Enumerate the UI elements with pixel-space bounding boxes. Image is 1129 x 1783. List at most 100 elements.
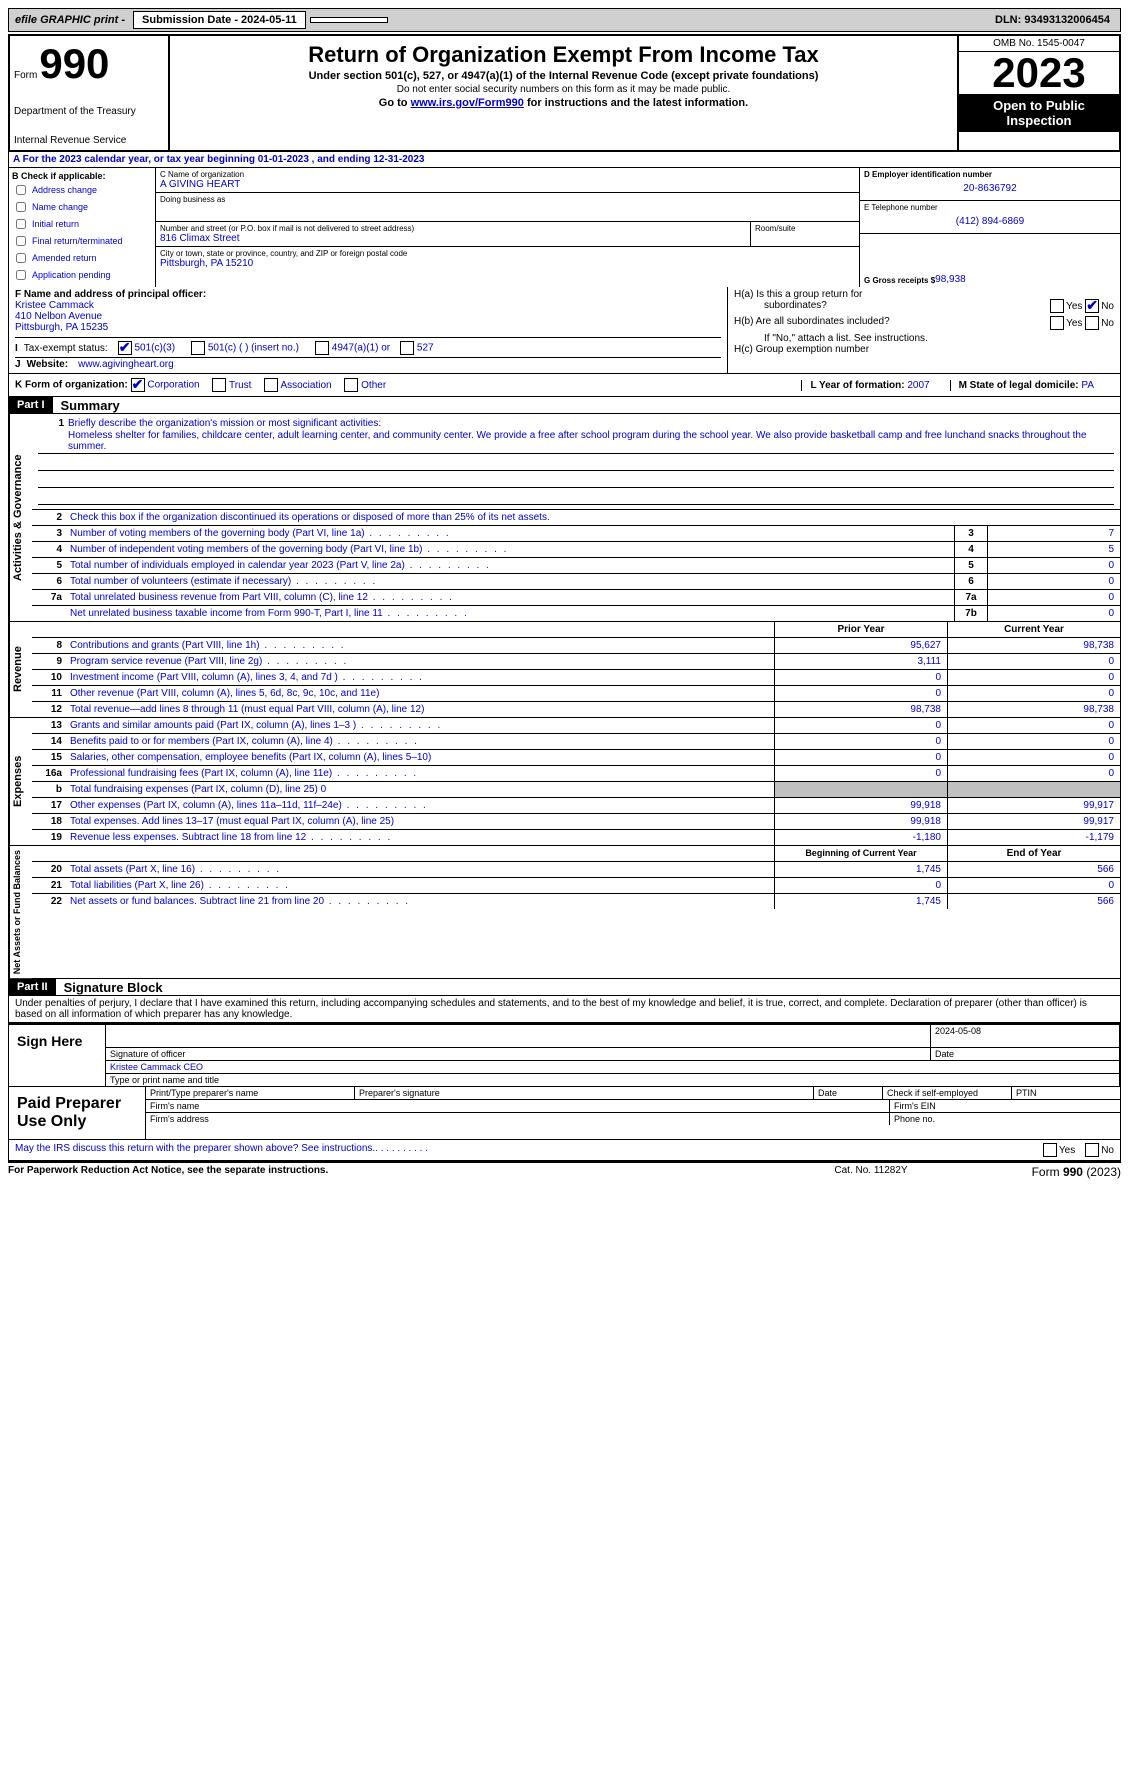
irs-link[interactable]: www.irs.gov/Form990 xyxy=(411,97,524,109)
form-footer: Form 990 (2023) xyxy=(971,1165,1121,1179)
city-cell: City or town, state or province, country… xyxy=(156,247,859,271)
discuss-row: May the IRS discuss this return with the… xyxy=(8,1140,1121,1161)
col-f-i-j: F Name and address of principal officer:… xyxy=(9,287,727,373)
ha-no[interactable] xyxy=(1085,299,1099,313)
c11: 0 xyxy=(947,686,1120,701)
phone-cell: E Telephone number (412) 894-6869 xyxy=(860,201,1120,234)
chk-amended[interactable] xyxy=(16,253,26,263)
vtab-expenses: Expenses xyxy=(9,718,32,845)
part2-header: Part II Signature Block xyxy=(8,979,1121,996)
tax-year: 2023 xyxy=(959,52,1119,94)
paperwork-notice: For Paperwork Reduction Act Notice, see … xyxy=(8,1165,771,1179)
header-left: Form 990 Department of the Treasury Inte… xyxy=(10,36,170,150)
part2-label: Part II xyxy=(9,979,56,995)
val-3: 7 xyxy=(987,526,1120,541)
hb-yes[interactable] xyxy=(1050,316,1064,330)
room-cell: Room/suite xyxy=(751,222,859,247)
hb-no[interactable] xyxy=(1085,316,1099,330)
c18: 99,917 xyxy=(947,814,1120,829)
section-bcde: B Check if applicable: Address change Na… xyxy=(8,168,1121,287)
mission-text: Homeless shelter for families, childcare… xyxy=(38,429,1114,454)
f-label: F Name and address of principal officer: xyxy=(15,289,206,300)
p13: 0 xyxy=(774,718,947,733)
sign-here-block: Sign Here 2024-05-08 Signature of office… xyxy=(8,1023,1121,1087)
year-formation: 2007 xyxy=(907,380,929,391)
c9: 0 xyxy=(947,654,1120,669)
revenue-section: Revenue Prior YearCurrent Year 8Contribu… xyxy=(8,622,1121,718)
chk-address-change[interactable] xyxy=(16,185,26,195)
p10: 0 xyxy=(774,670,947,685)
col-d: D Employer identification number 20-8636… xyxy=(859,168,1120,287)
c19: -1,179 xyxy=(947,830,1120,845)
discuss-yes[interactable] xyxy=(1043,1143,1057,1157)
chk-app-pending[interactable] xyxy=(16,270,26,280)
c22: 566 xyxy=(947,894,1120,909)
chk-name-change[interactable] xyxy=(16,202,26,212)
p17: 99,918 xyxy=(774,798,947,813)
irs-label: Internal Revenue Service xyxy=(14,135,164,146)
sign-date: 2024-05-08 xyxy=(931,1025,1120,1047)
chk-other[interactable] xyxy=(344,378,358,392)
ha-yes[interactable] xyxy=(1050,299,1064,313)
chk-assoc[interactable] xyxy=(264,378,278,392)
vtab-revenue: Revenue xyxy=(9,622,32,717)
chk-527[interactable] xyxy=(400,341,414,355)
row-a-period: A For the 2023 calendar year, or tax yea… xyxy=(8,152,1121,168)
blank-tab xyxy=(310,17,388,23)
row-fh: F Name and address of principal officer:… xyxy=(8,287,1121,374)
ein-cell: D Employer identification number 20-8636… xyxy=(860,168,1120,201)
val-7a: 0 xyxy=(987,590,1120,605)
expenses-section: Expenses 13Grants and similar amounts pa… xyxy=(8,718,1121,846)
chk-501c[interactable] xyxy=(191,341,205,355)
submission-tab: Submission Date - 2024-05-11 xyxy=(133,11,306,29)
c20: 566 xyxy=(947,862,1120,877)
subtitle-3: Go to www.irs.gov/Form990 for instructio… xyxy=(178,97,949,109)
p18: 99,918 xyxy=(774,814,947,829)
p11: 0 xyxy=(774,686,947,701)
form-number: 990 xyxy=(39,40,109,88)
part2-title: Signature Block xyxy=(56,980,163,995)
c14: 0 xyxy=(947,734,1120,749)
chk-trust[interactable] xyxy=(212,378,226,392)
subtitle-1: Under section 501(c), 527, or 4947(a)(1)… xyxy=(178,70,949,82)
col-b-checkboxes: B Check if applicable: Address change Na… xyxy=(9,168,156,287)
part1-title: Summary xyxy=(53,398,120,413)
row-klm: K Form of organization: Corporation Trus… xyxy=(8,374,1121,397)
c16a: 0 xyxy=(947,766,1120,781)
p15: 0 xyxy=(774,750,947,765)
org-name: A GIVING HEART xyxy=(160,179,855,190)
paid-preparer-block: Paid Preparer Use Only Print/Type prepar… xyxy=(8,1087,1121,1140)
dept-treasury: Department of the Treasury xyxy=(14,106,164,117)
org-name-cell: C Name of organization A GIVING HEART xyxy=(156,168,859,193)
vtab-netassets: Net Assets or Fund Balances xyxy=(9,846,32,978)
p8: 95,627 xyxy=(774,638,947,653)
chk-501c3[interactable] xyxy=(118,341,132,355)
val-4: 5 xyxy=(987,542,1120,557)
c12: 98,738 xyxy=(947,702,1120,717)
i-label: I xyxy=(15,343,18,354)
header-mid: Return of Organization Exempt From Incom… xyxy=(170,36,959,150)
discuss-no[interactable] xyxy=(1085,1143,1099,1157)
dln-label: DLN: 93493132006454 xyxy=(995,14,1118,26)
officer-name-title: Kristee Cammack CEO xyxy=(106,1061,1120,1073)
part1-label: Part I xyxy=(9,397,53,413)
p21: 0 xyxy=(774,878,947,893)
c13: 0 xyxy=(947,718,1120,733)
chk-corp[interactable] xyxy=(131,378,145,392)
street-address: 816 Climax Street xyxy=(160,233,746,244)
website-value: www.agivingheart.org xyxy=(78,359,174,370)
dba-cell: Doing business as xyxy=(156,193,859,222)
p9: 3,111 xyxy=(774,654,947,669)
form-header: Form 990 Department of the Treasury Inte… xyxy=(8,34,1121,152)
col-b-header: B Check if applicable: xyxy=(12,171,152,181)
sign-here-label: Sign Here xyxy=(9,1025,106,1086)
gross-cell: G Gross receipts $ 98,938 xyxy=(860,234,1120,287)
p12: 98,738 xyxy=(774,702,947,717)
chk-final-return[interactable] xyxy=(16,236,26,246)
activities-governance: Activities & Governance 1 Briefly descri… xyxy=(8,414,1121,622)
chk-4947[interactable] xyxy=(315,341,329,355)
chk-initial-return[interactable] xyxy=(16,219,26,229)
part1-header: Part I Summary xyxy=(8,397,1121,414)
c21: 0 xyxy=(947,878,1120,893)
col-c: C Name of organization A GIVING HEART Do… xyxy=(156,168,859,287)
